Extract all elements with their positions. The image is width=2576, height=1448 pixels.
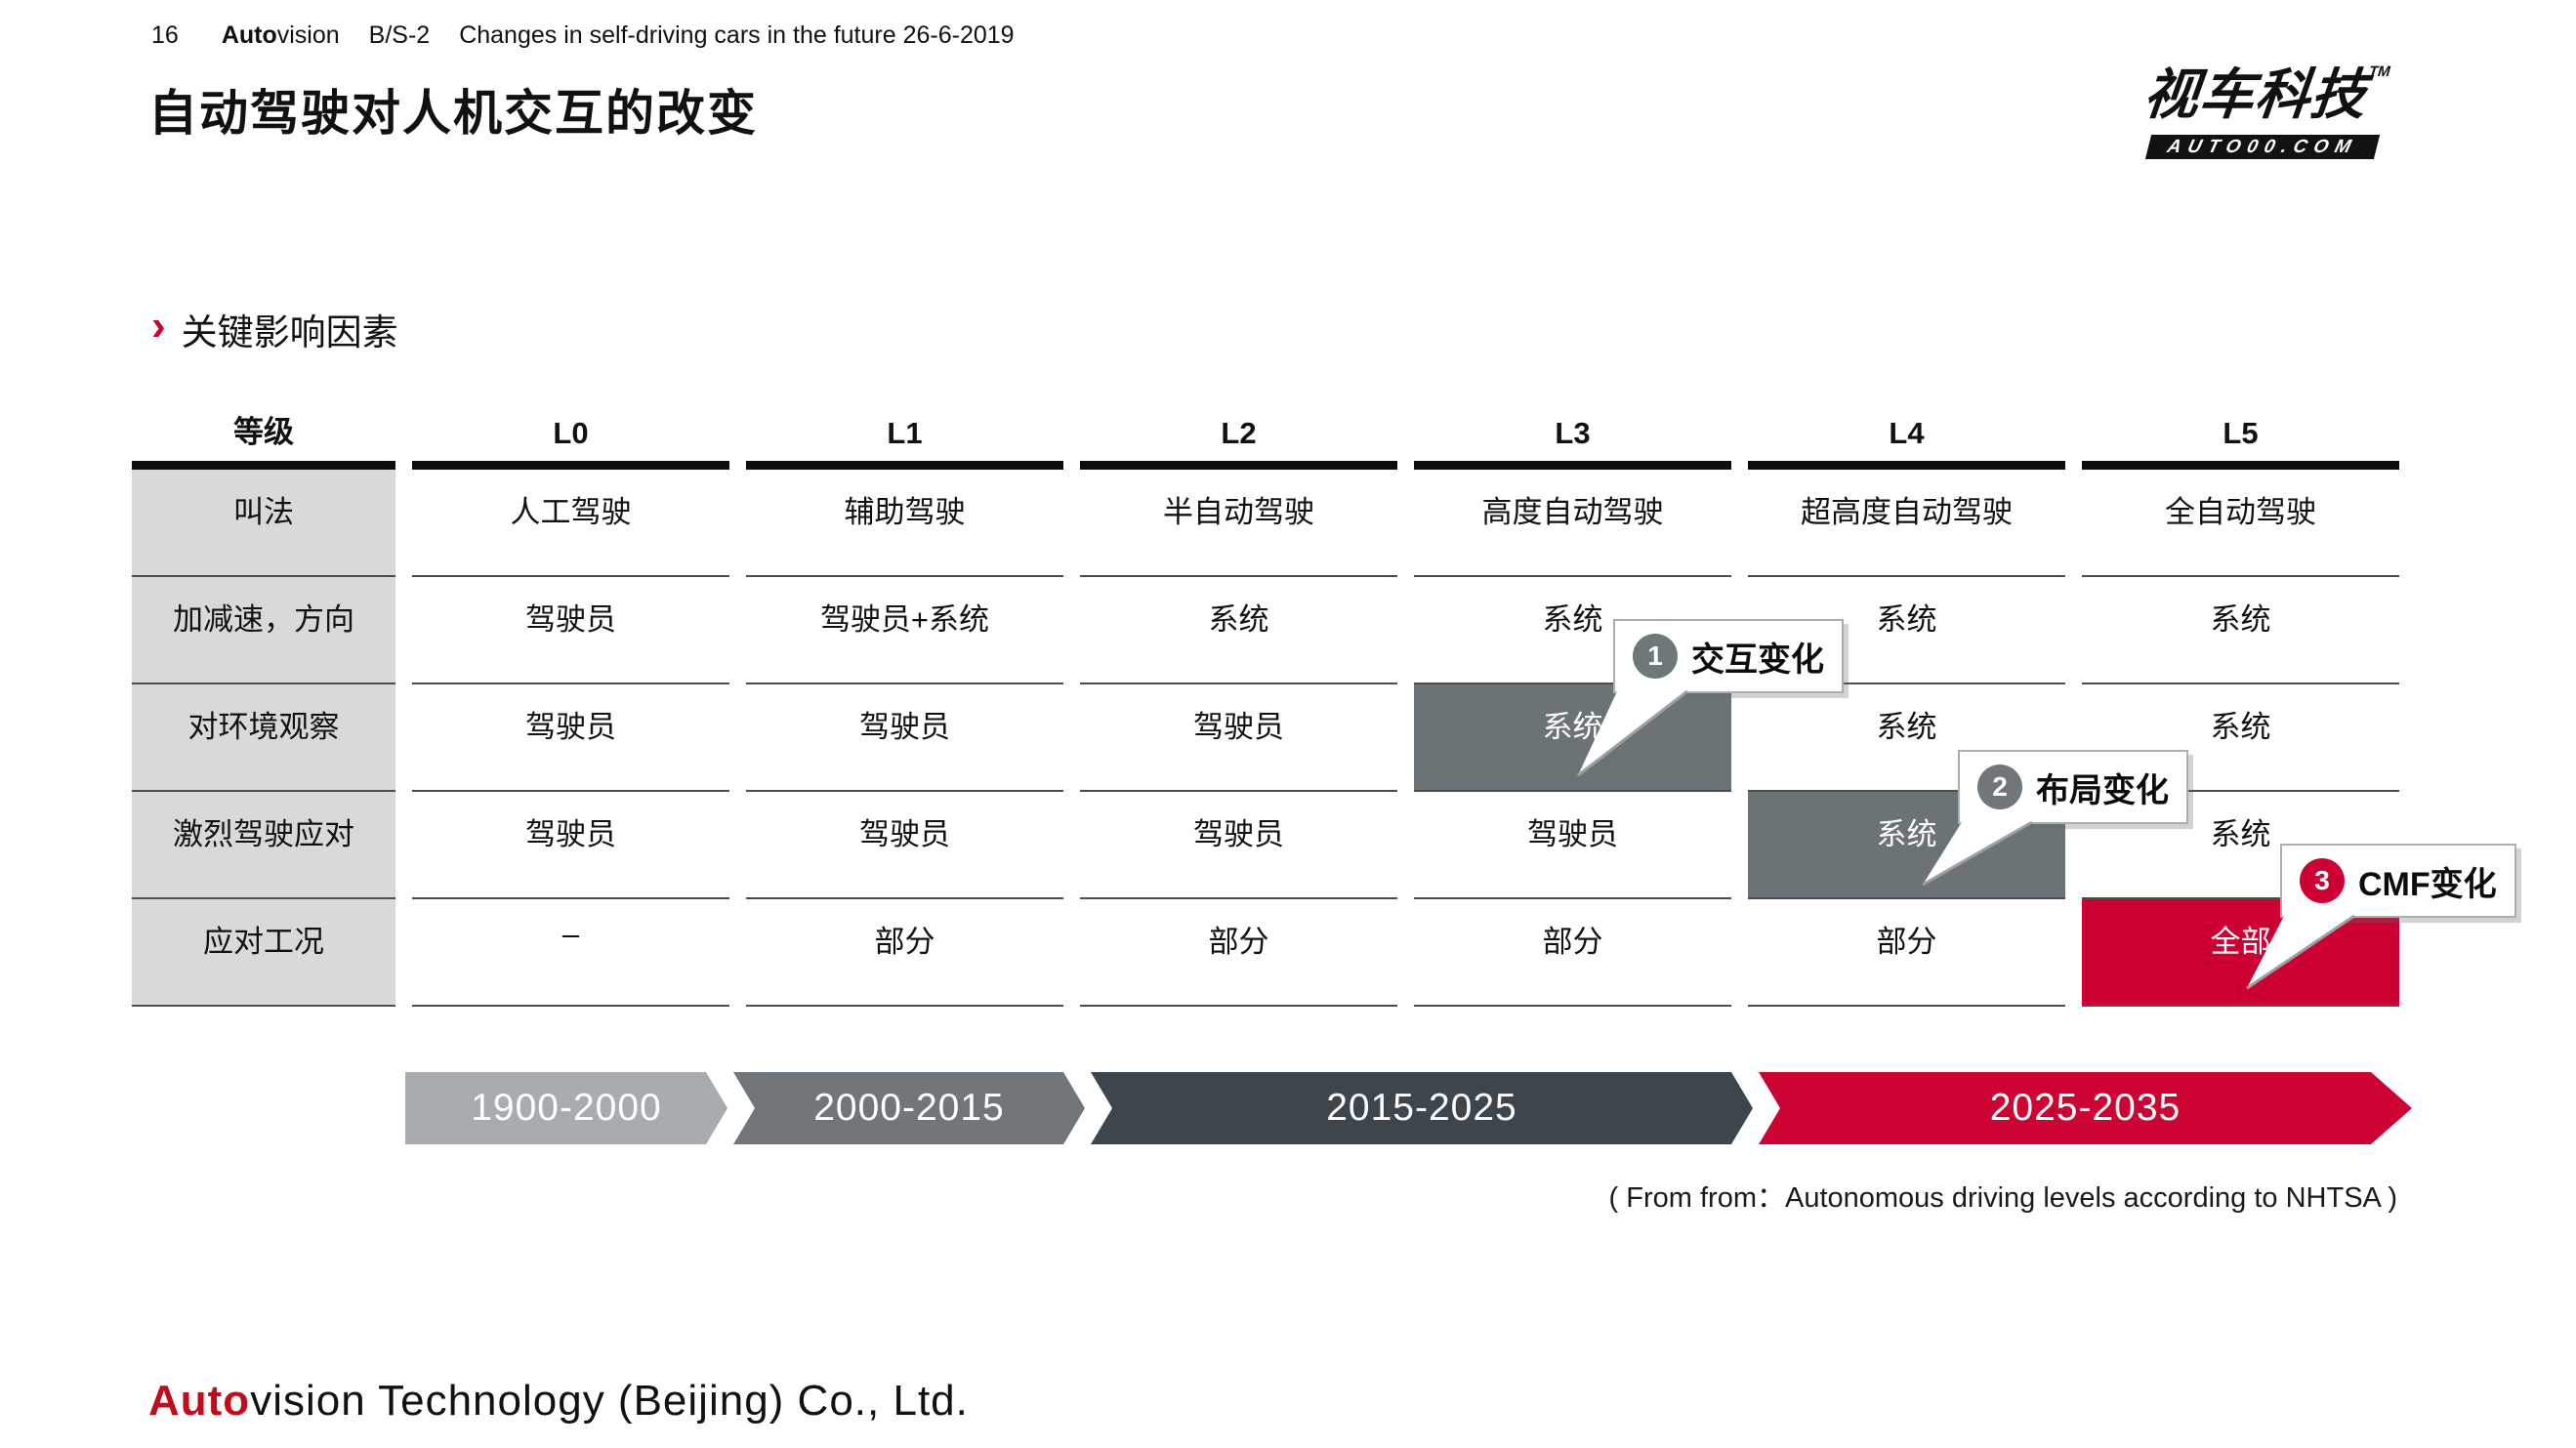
table-cell: 驾驶员 bbox=[746, 792, 1063, 899]
table-cell: 系统 bbox=[2082, 792, 2399, 899]
table-row-label: 对环境观察 bbox=[132, 684, 395, 792]
table-row-label: 加减速，方向 bbox=[132, 577, 395, 684]
table-cell: 驾驶员 bbox=[1080, 684, 1397, 792]
callout-layout-change: 2 布局变化 bbox=[1958, 750, 2188, 824]
timeline-segment: 2000-2015 bbox=[733, 1072, 1085, 1144]
logo-name: 视车科技TM bbox=[2140, 51, 2413, 130]
footer-brand-bold: Auto bbox=[148, 1377, 251, 1425]
timeline-segment: 1900-2000 bbox=[405, 1072, 727, 1144]
table-cell: 部分 bbox=[1080, 899, 1397, 1007]
table-header-cell: L2 bbox=[1080, 414, 1397, 470]
table-header-cell: L5 bbox=[2082, 414, 2399, 470]
timeline-segment-arrow: 2025-2035 bbox=[1759, 1072, 2412, 1144]
timeline-segment: 2015-2025 bbox=[1091, 1072, 1753, 1144]
header-meta: 16 Autovision B/S-2 Changes in self-driv… bbox=[151, 21, 1015, 50]
table-cell-highlight-gray: 系统 bbox=[1414, 684, 1731, 792]
callout-label: 布局变化 bbox=[2036, 771, 2169, 809]
callout-label: CMF变化 bbox=[2358, 865, 2497, 903]
callout-tail bbox=[1577, 689, 1688, 777]
doc-code: B/S-2 bbox=[368, 21, 431, 49]
callout-label: 交互变化 bbox=[1691, 641, 1824, 679]
logo-hanzi: 视车科技 bbox=[2140, 63, 2370, 125]
table-cell: 部分 bbox=[1414, 899, 1731, 1007]
brand-bold: Auto bbox=[221, 21, 277, 49]
logo-domain-bar: AUTO00.COM bbox=[2144, 135, 2381, 159]
table-header-cell: L1 bbox=[746, 414, 1063, 470]
footer-company: Autovision Technology (Beijing) Co., Ltd… bbox=[148, 1377, 969, 1426]
section-heading: › 关键影响因素 bbox=[151, 303, 398, 355]
table-cell: 驾驶员 bbox=[1080, 792, 1397, 899]
company-logo: 视车科技TM AUTO00.COM bbox=[2140, 51, 2408, 159]
table-row-label: 应对工况 bbox=[132, 899, 395, 1007]
table-header-cell: 等级 bbox=[132, 414, 395, 470]
table-cell: 全自动驾驶 bbox=[2082, 470, 2399, 577]
table-cell: 系统 bbox=[2082, 577, 2399, 684]
levels-table: 等级 L0 L1 L2 L3 L4 L5 叫法 人工驾驶 辅助驾驶 半自动驾驶 … bbox=[132, 414, 2399, 1007]
table-cell: 系统 bbox=[1080, 577, 1397, 684]
page-title: 自动驾驶对人机交互的改变 bbox=[148, 86, 758, 141]
table-header-cell: L0 bbox=[412, 414, 729, 470]
doc-title: Changes in self-driving cars in the futu… bbox=[459, 21, 1015, 49]
table-cell: 系统 bbox=[1748, 577, 2065, 684]
table-cell: 系统 bbox=[1414, 577, 1731, 684]
callout-number-badge: 2 bbox=[1977, 765, 2022, 809]
era-timeline: 1900-2000 2000-2015 2015-2025 2025-2035 bbox=[405, 1072, 2412, 1144]
table-cell: 驾驶员+系统 bbox=[746, 577, 1063, 684]
source-note: ( From from：Autonomous driving levels ac… bbox=[1608, 1182, 2397, 1214]
callout-number-badge: 3 bbox=[2300, 858, 2345, 903]
table-cell: 部分 bbox=[746, 899, 1063, 1007]
table-row-label: 激烈驾驶应对 bbox=[132, 792, 395, 899]
table-cell: 驾驶员 bbox=[746, 684, 1063, 792]
brand-name: Autovision bbox=[222, 21, 340, 50]
table-cell: 驾驶员 bbox=[412, 684, 729, 792]
table-cell: 辅助驾驶 bbox=[746, 470, 1063, 577]
brand-rest: vision bbox=[276, 21, 340, 49]
table-cell: 超高度自动驾驶 bbox=[1748, 470, 2065, 577]
table-cell: 驾驶员 bbox=[412, 792, 729, 899]
callout-cmf-change: 3 CMF变化 bbox=[2280, 844, 2516, 918]
table-row-label: 叫法 bbox=[132, 470, 395, 577]
table-cell: – bbox=[412, 899, 729, 1007]
table-cell: 系统 bbox=[1748, 684, 2065, 792]
callout-tail bbox=[2246, 914, 2355, 990]
table-cell: 驾驶员 bbox=[412, 577, 729, 684]
table-cell: 半自动驾驶 bbox=[1080, 470, 1397, 577]
page-number: 16 bbox=[151, 21, 179, 49]
callout-tail bbox=[1922, 820, 2033, 887]
chevron-bullet-icon: › bbox=[151, 302, 166, 350]
table-cell: 部分 bbox=[1748, 899, 2065, 1007]
table-cell: 驾驶员 bbox=[1414, 792, 1731, 899]
callout-interaction-change: 1 交互变化 bbox=[1613, 619, 1844, 693]
callout-number-badge: 1 bbox=[1633, 634, 1678, 679]
table-header-cell: L4 bbox=[1748, 414, 2065, 470]
table-header-cell: L3 bbox=[1414, 414, 1731, 470]
tm-mark: TM bbox=[2368, 63, 2391, 80]
table-cell: 高度自动驾驶 bbox=[1414, 470, 1731, 577]
footer-brand-rest: vision Technology (Beijing) Co., Ltd. bbox=[250, 1377, 969, 1425]
section-title: 关键影响因素 bbox=[181, 312, 398, 352]
table-cell: 系统 bbox=[2082, 684, 2399, 792]
table-cell: 人工驾驶 bbox=[412, 470, 729, 577]
